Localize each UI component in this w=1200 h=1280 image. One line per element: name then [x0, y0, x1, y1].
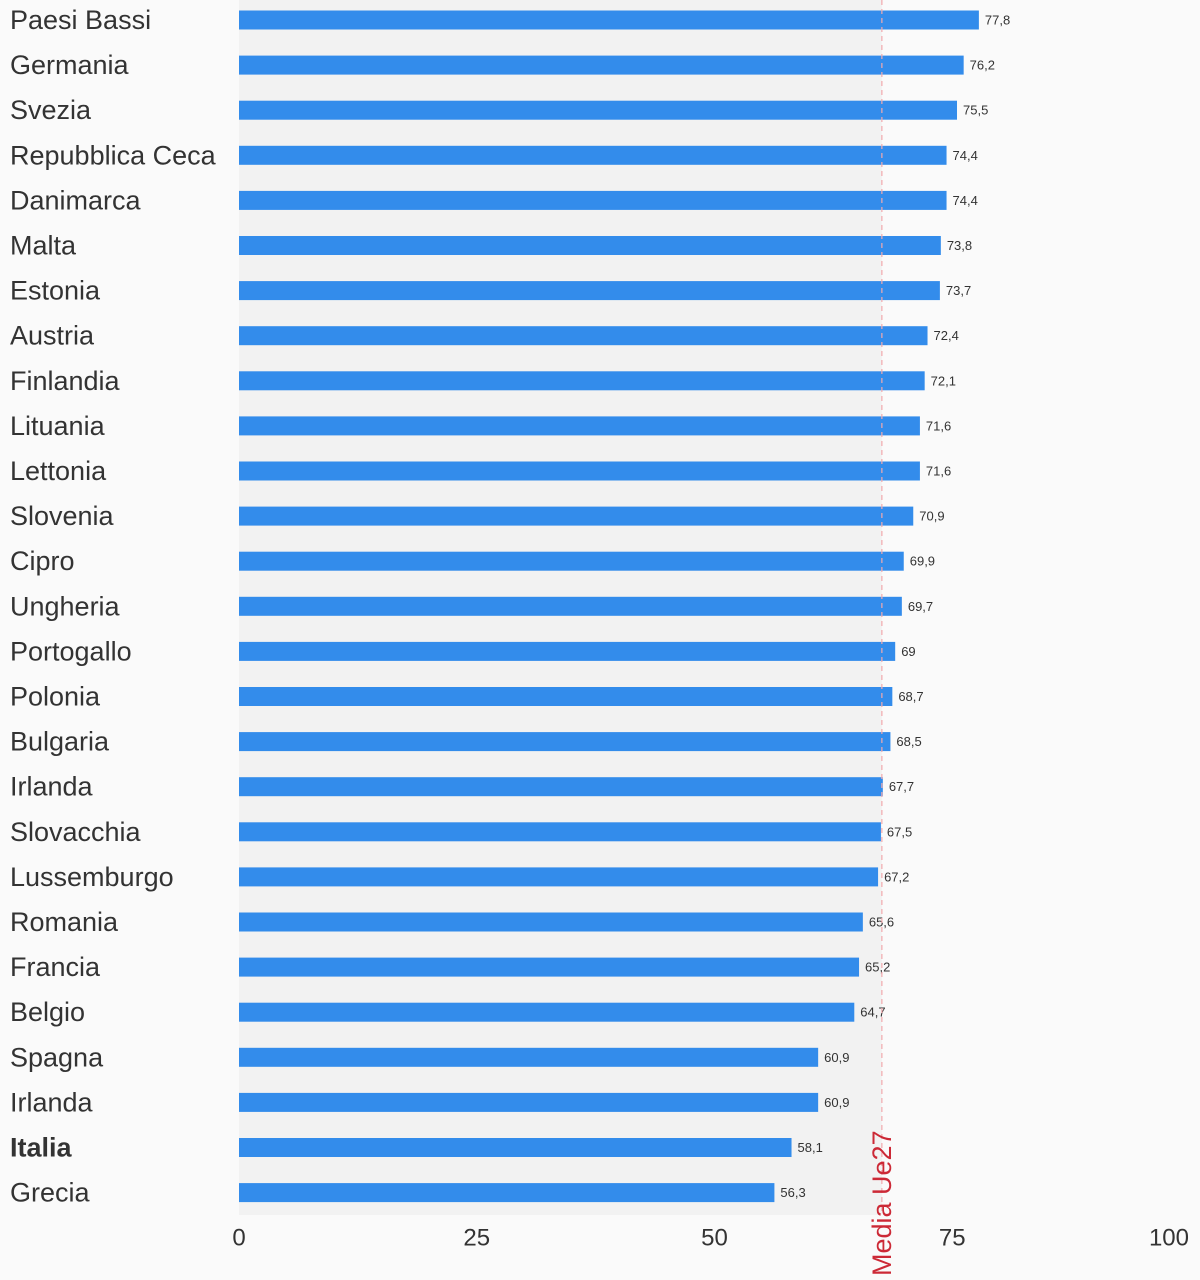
value-labels-group: 77,8 76,2 75,5 74,4 74,4 73,8 73,7 72,4 72,1 71,6…: [780, 13, 1010, 1201]
bar: [239, 461, 920, 481]
value-label: 72,1: [931, 373, 956, 388]
value-label: 60,9: [824, 1050, 849, 1065]
bar: [239, 641, 896, 661]
reference-line-label: Media Ue27: [867, 1130, 897, 1276]
bar: [239, 912, 863, 932]
bar: [239, 506, 914, 526]
category-label: Belgio: [10, 997, 85, 1027]
reference-group: Media Ue27: [867, 0, 897, 1276]
x-tick-label: 50: [701, 1225, 728, 1252]
category-label: Romania: [10, 907, 119, 937]
bar: [239, 822, 881, 842]
value-label: 71,6: [926, 464, 951, 479]
value-label: 69,9: [910, 554, 935, 569]
x-tick-label: 0: [232, 1225, 245, 1252]
category-label: Irlanda: [10, 772, 94, 802]
x-axis-ticks-group: 0 25 50 75 100: [232, 1225, 1189, 1252]
value-label: 64,7: [860, 1005, 885, 1020]
x-tick-label: 25: [463, 1225, 490, 1252]
bar: [239, 732, 891, 752]
value-label: 70,9: [919, 509, 944, 524]
value-label: 65,2: [865, 960, 890, 975]
bar: [239, 1183, 775, 1203]
category-label: Portogallo: [10, 636, 132, 666]
category-label: Repubblica Ceca: [10, 140, 217, 170]
category-label: Svezia: [10, 95, 92, 125]
bar: [239, 145, 947, 165]
value-label: 67,7: [889, 779, 914, 794]
category-label: Cipro: [10, 546, 75, 576]
category-label: Lituania: [10, 411, 106, 441]
value-label: 74,4: [953, 193, 978, 208]
category-label: Austria: [10, 321, 95, 351]
value-label: 71,6: [926, 418, 951, 433]
x-tick-label: 75: [939, 1225, 966, 1252]
bars-group: [239, 10, 979, 1203]
category-label: Irlanda: [10, 1087, 94, 1117]
bar: [239, 596, 902, 616]
bar: [239, 957, 860, 977]
value-label: 76,2: [970, 58, 995, 73]
category-label: Estonia: [10, 276, 101, 306]
bar: [239, 1092, 819, 1112]
bar: [239, 1047, 819, 1067]
bar: [239, 1002, 855, 1022]
bar: [239, 55, 964, 75]
bar: [239, 10, 979, 30]
bar: [239, 416, 920, 436]
value-label: 73,7: [946, 283, 971, 298]
value-label: 60,9: [824, 1095, 849, 1110]
category-label: Malta: [10, 231, 77, 261]
category-label: Ungheria: [10, 591, 121, 621]
category-label: Italia: [10, 1133, 73, 1163]
bar: [239, 236, 941, 255]
category-label: Finlandia: [10, 366, 121, 396]
x-tick-label: 100: [1149, 1225, 1189, 1252]
value-label: 68,7: [898, 689, 923, 704]
bar: [239, 867, 879, 887]
category-label: Slovacchia: [10, 817, 142, 847]
value-label: 75,5: [963, 103, 988, 118]
bar: [239, 326, 928, 346]
value-label: 72,4: [934, 328, 959, 343]
value-label: 67,5: [887, 824, 912, 839]
category-label: Slovenia: [10, 501, 115, 531]
category-label: Danimarca: [10, 185, 142, 215]
value-label: 58,1: [798, 1140, 823, 1155]
bar: [239, 190, 947, 210]
value-label: 67,2: [884, 869, 909, 884]
bar: [239, 687, 893, 706]
value-label: 68,5: [896, 734, 921, 749]
category-label: Paesi Bassi: [10, 5, 151, 35]
value-label: 56,3: [780, 1185, 805, 1200]
category-label: Francia: [10, 952, 101, 982]
bar: [239, 1138, 792, 1157]
category-label: Polonia: [10, 682, 101, 712]
category-label: Germania: [10, 50, 130, 80]
bar: [239, 551, 904, 571]
bar: [239, 100, 958, 120]
value-label: 73,8: [947, 238, 972, 253]
bar: [239, 777, 883, 797]
value-label: 69: [901, 644, 915, 659]
value-label: 77,8: [985, 13, 1010, 28]
category-label: Lettonia: [10, 456, 107, 486]
value-label: 69,7: [908, 599, 933, 614]
category-label: Spagna: [10, 1042, 104, 1072]
category-label: Grecia: [10, 1178, 91, 1208]
category-label: Bulgaria: [10, 727, 110, 757]
category-label: Lussemburgo: [10, 862, 174, 892]
category-labels-group: Paesi Bassi Germania Svezia Repubblica Ceca…: [10, 5, 217, 1208]
bar: [239, 281, 940, 301]
bar: [239, 371, 925, 391]
value-label: 74,4: [953, 148, 978, 163]
